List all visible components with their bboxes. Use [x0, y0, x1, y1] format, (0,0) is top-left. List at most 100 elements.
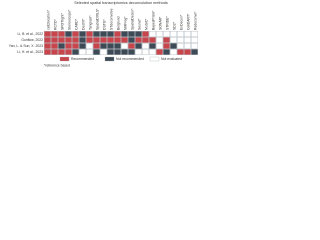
cell — [142, 37, 149, 43]
cell — [93, 37, 100, 43]
cell — [184, 31, 191, 37]
cell — [163, 31, 170, 37]
cell — [184, 43, 191, 49]
cell — [86, 37, 93, 43]
cell — [114, 31, 121, 37]
cell — [135, 49, 142, 55]
cell — [58, 37, 65, 43]
cell — [65, 49, 72, 55]
method-label: SD2* — [172, 21, 176, 30]
legend-label: Not evaluated — [161, 57, 182, 61]
method-label: CARD* — [74, 18, 78, 30]
title: Selected spatial transcriptomics deconvo… — [74, 1, 168, 5]
method-label: Tangram* — [88, 15, 92, 30]
cell — [149, 43, 156, 49]
cell — [121, 43, 128, 49]
cell — [142, 49, 149, 55]
cell — [128, 31, 135, 37]
method-label: Seurat* — [137, 18, 141, 30]
cell — [163, 43, 170, 49]
cell — [44, 31, 51, 37]
cell — [170, 43, 177, 49]
method-label: Redeconve* — [193, 11, 197, 30]
footnote: *reference based — [44, 63, 70, 67]
cell — [191, 43, 198, 49]
cell — [44, 49, 51, 55]
method-label: STRIDE* — [165, 16, 169, 30]
method-label: SONAR* — [158, 16, 162, 30]
legend-swatch — [149, 56, 160, 62]
cell — [100, 43, 107, 49]
cell — [86, 31, 93, 37]
cell — [177, 31, 184, 37]
cell — [65, 31, 72, 37]
method-label: BayesPrism* — [151, 10, 155, 30]
cell — [184, 37, 191, 43]
cell — [72, 43, 79, 49]
cell — [177, 49, 184, 55]
cell — [177, 37, 184, 43]
cell — [51, 31, 58, 37]
cell — [51, 37, 58, 43]
cell — [86, 43, 93, 49]
method-label: DSTG* — [102, 19, 106, 30]
cell — [191, 37, 198, 43]
cell — [149, 49, 156, 55]
method-label: DestVI* — [81, 18, 85, 30]
method-label: Stereoscope* — [67, 9, 71, 30]
method-label: CellDART* — [186, 13, 190, 30]
method-label: STdeconvolve — [109, 8, 113, 30]
cell — [114, 49, 121, 55]
cell — [86, 49, 93, 55]
legend-swatch — [104, 56, 115, 62]
cell — [142, 31, 149, 37]
cell — [177, 43, 184, 49]
method-label: SPOTlight* — [60, 13, 64, 30]
cell — [170, 31, 177, 37]
cell — [51, 49, 58, 55]
cell — [72, 37, 79, 43]
cell — [149, 37, 156, 43]
cell — [191, 49, 198, 55]
cell — [128, 43, 135, 49]
cell — [170, 37, 177, 43]
cell — [121, 49, 128, 55]
cell — [114, 37, 121, 43]
method-label: Berglund — [116, 16, 120, 30]
legend-swatch — [59, 56, 70, 62]
cell — [79, 31, 86, 37]
cell — [79, 49, 86, 55]
cell — [93, 43, 100, 49]
cell — [128, 49, 135, 55]
cell — [149, 31, 156, 37]
cell — [107, 43, 114, 49]
cell — [156, 49, 163, 55]
study-label: Li, H. et al., 2023 — [17, 50, 43, 54]
method-label: NMFreg* — [123, 16, 127, 30]
legend-label: Recommended — [71, 57, 94, 61]
cell — [142, 43, 149, 49]
method-label: EnDecon* — [179, 14, 183, 30]
cell — [44, 43, 51, 49]
cell — [135, 31, 142, 37]
cell — [135, 43, 142, 49]
cell — [79, 37, 86, 43]
method-label: MuSiC* — [144, 18, 148, 30]
cell — [156, 43, 163, 49]
cell — [163, 49, 170, 55]
study-label: Li, B. et al., 2022 — [18, 32, 44, 36]
cell — [51, 43, 58, 49]
cell — [163, 37, 170, 43]
cell — [156, 37, 163, 43]
study-label: Gunflow, 2022 — [21, 38, 43, 42]
cell — [107, 49, 114, 55]
study-label: Yan, L. & Sun, X. 2023 — [9, 44, 43, 48]
method-label: cell2location* — [46, 9, 50, 30]
cell — [58, 43, 65, 49]
cell — [170, 49, 177, 55]
cell — [107, 31, 114, 37]
method-label: SpatialDecon* — [130, 8, 134, 30]
cell — [44, 37, 51, 43]
cell — [114, 43, 121, 49]
cell — [191, 31, 198, 37]
